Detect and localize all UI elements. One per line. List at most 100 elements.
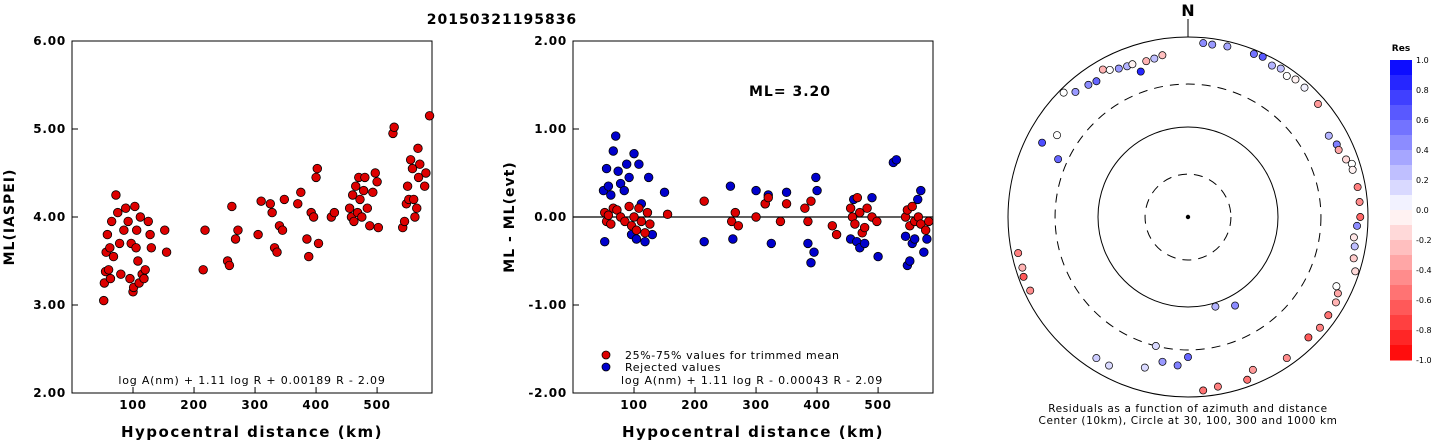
ml-point-41 (233, 225, 243, 235)
azimuth-point-34 (1243, 375, 1252, 384)
azimuth-point-49 (1054, 155, 1063, 164)
azimuth-point-63 (1150, 54, 1159, 63)
azimuth-point-41 (1151, 342, 1160, 350)
ml-point-43 (256, 196, 266, 206)
ml-point-12 (114, 238, 125, 249)
ml-point-70 (357, 212, 367, 222)
accepted-point-14 (640, 228, 650, 238)
p2-xtick-label-0: 100 (620, 398, 647, 412)
azimuth-point-10 (1314, 100, 1322, 108)
ml-point-94 (419, 181, 430, 191)
rejected-point-33 (812, 185, 822, 196)
ml-point-40 (230, 234, 241, 244)
ml-point-28 (139, 273, 149, 284)
ml-point-64 (347, 190, 358, 200)
ml-point-31 (145, 229, 155, 240)
ml-point-15 (120, 203, 131, 213)
color-scale-label-10: -1.0 (1416, 356, 1432, 365)
ml-point-26 (135, 212, 146, 222)
ml-point-69 (355, 194, 365, 205)
rejected-point-5 (608, 146, 618, 156)
rejected-point-23 (728, 234, 738, 244)
color-band-9 (1390, 195, 1412, 211)
ml-point-34 (161, 247, 172, 257)
accepted-point-18 (699, 196, 709, 206)
azimuth-point-48 (1014, 249, 1023, 258)
rejected-point-45 (905, 256, 915, 266)
p1-ytick-label-4: 6.00 (33, 34, 66, 48)
ml-point-7 (105, 273, 116, 284)
accepted-point-35 (852, 192, 863, 203)
p1-xtick-label-3: 400 (302, 398, 329, 412)
azimuth-point-38 (1184, 353, 1192, 362)
azimuth-point-30 (1304, 333, 1313, 342)
azimuth-point-55 (1092, 77, 1101, 86)
ml-point-47 (272, 247, 282, 257)
ml-point-92 (413, 172, 424, 183)
rejected-point-39 (867, 192, 877, 203)
ml-point-50 (279, 194, 290, 205)
color-scale-label-0: 1.0 (1416, 56, 1429, 65)
ml-point-71 (358, 185, 369, 196)
azimuth-point-27 (1331, 298, 1340, 307)
ml-point-90 (412, 203, 422, 213)
ml-distance-ylabel: ML(IASPEI) (2, 169, 18, 266)
ml-point-61 (329, 207, 340, 218)
ml-point-22 (131, 243, 141, 253)
ml-point-5 (103, 265, 114, 275)
accepted-point-21 (733, 221, 744, 231)
color-band-18 (1390, 330, 1412, 346)
ml-point-74 (365, 221, 375, 231)
residual-distance-ticks: 100 200 300 400 500 -2.00 -1.00 0.00 1.00 2.00 (528, 34, 891, 412)
accepted-point-29 (806, 196, 816, 206)
p2-ytick-label-1: -1.00 (528, 298, 567, 312)
azimuth-point-9 (1300, 83, 1309, 92)
azimuth-point-37 (1199, 386, 1208, 395)
legend-rejected-label: Rejected values (625, 361, 721, 374)
accepted-point-20 (730, 207, 741, 218)
ml-point-58 (312, 163, 322, 174)
legend-accepted-marker (601, 350, 611, 360)
ml-point-52 (296, 187, 306, 198)
azimuth-point-31 (1282, 354, 1291, 363)
accepted-point-10 (629, 212, 639, 222)
color-scale-label-8: -0.6 (1416, 296, 1432, 305)
accepted-point-41 (872, 216, 882, 227)
accepted-point-15 (642, 207, 653, 218)
rejected-point-15 (634, 159, 644, 169)
accepted-point-49 (920, 225, 931, 235)
ml-point-45 (267, 207, 277, 218)
accepted-point-38 (859, 222, 870, 233)
azimuth-point-44 (1092, 354, 1101, 363)
rejected-point-11 (624, 172, 634, 183)
rejected-point-10 (621, 159, 632, 169)
ml-point-78 (373, 222, 384, 233)
ml-point-17 (125, 273, 135, 284)
ring-30km (1144, 173, 1232, 261)
ml-distance-formula: log A(nm) + 1.11 log R + 0.00189 R - 2.0… (118, 374, 385, 387)
accepted-point-45 (907, 201, 917, 212)
azimuth-point-16 (1348, 165, 1357, 174)
azimuth-point-46 (1019, 272, 1028, 281)
rejected-point-9 (619, 185, 629, 196)
legend-rejected-marker (601, 362, 611, 372)
color-band-1 (1390, 75, 1412, 91)
ml-point-96 (424, 111, 435, 121)
p2-ytick-label-3: 1.00 (534, 122, 567, 136)
rejected-point-28 (781, 187, 792, 198)
ml-distance-xlabel: Hypocentral distance (km) (121, 423, 383, 441)
ml-point-87 (407, 163, 418, 174)
rejected-point-17 (640, 236, 650, 247)
accepted-point-34 (850, 219, 860, 229)
azimuth-point-42 (1140, 363, 1149, 372)
azimuth-point-23 (1349, 254, 1358, 263)
color-scale-label-9: -0.8 (1416, 326, 1432, 335)
accepted-point-3 (606, 219, 616, 229)
rejected-point-42 (891, 155, 902, 165)
ml-point-75 (368, 187, 378, 198)
ml-distance-points (99, 111, 435, 306)
ml-point-95 (421, 168, 431, 178)
ml-point-72 (360, 172, 370, 183)
azimuth-point-7 (1282, 71, 1291, 80)
